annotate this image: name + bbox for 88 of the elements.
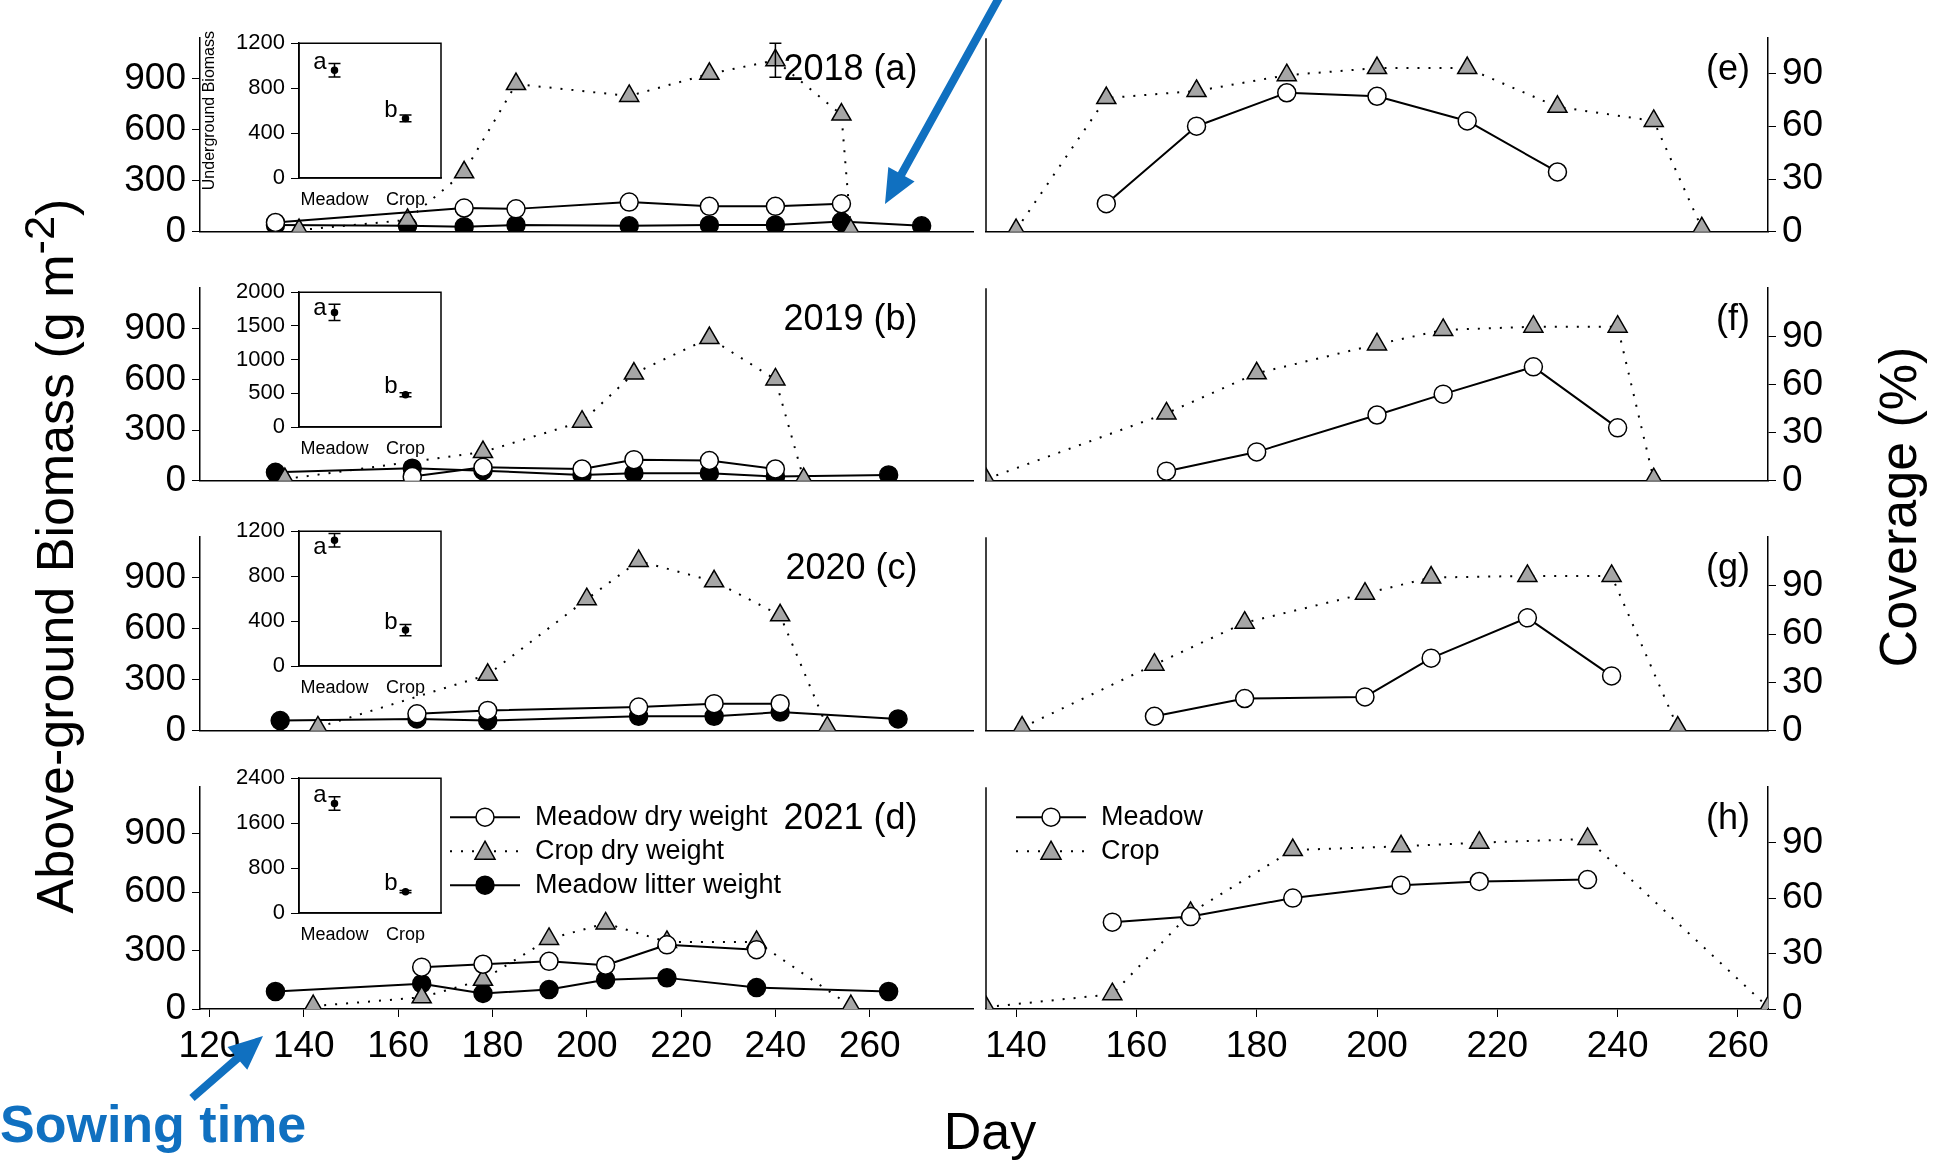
- x-tick-label: 140: [272, 1024, 335, 1066]
- chart-title: 2020 (c): [785, 546, 918, 588]
- y-axis-title: Coverage (%): [1868, 346, 1928, 668]
- y-tick-label: 1200: [236, 517, 285, 543]
- y-tick-label: 90: [1782, 313, 1824, 355]
- y-tick-label: 30: [1782, 156, 1824, 198]
- chart-title: (f): [1716, 297, 1750, 339]
- y-tick-label: 900: [124, 305, 186, 347]
- x-tick-label: 180: [461, 1024, 524, 1066]
- y-tick-label: 600: [124, 356, 186, 398]
- y-tick-label: 90: [1782, 50, 1824, 92]
- y-tick-label: 0: [165, 458, 186, 499]
- y-tick-label: 300: [124, 657, 186, 699]
- y-tick-label: 300: [124, 927, 186, 969]
- annotation: b: [384, 371, 398, 399]
- y-tick-label: 30: [1782, 409, 1824, 451]
- y-tick-label: 400: [248, 607, 285, 633]
- y-tick-label: 0: [165, 708, 186, 749]
- y-tick-label: 60: [1782, 875, 1824, 917]
- legend-label: Meadow litter weight: [535, 868, 782, 899]
- chart-title: 2019 (b): [783, 297, 918, 339]
- annotation: a: [313, 46, 328, 74]
- y-tick-label: 0: [165, 986, 186, 1028]
- chart-title: 2021 (d): [783, 796, 918, 838]
- y-tick-label: 800: [248, 562, 285, 588]
- annotation: a: [313, 292, 328, 320]
- y-tick-label: 1200: [236, 29, 285, 55]
- y-tick-label: 600: [124, 606, 186, 648]
- y-tick-label: 1500: [236, 311, 285, 337]
- y-tick-label: 400: [248, 119, 285, 145]
- legend-label: Crop dry weight: [535, 834, 725, 865]
- y-tick-label: 2400: [236, 764, 285, 790]
- y-tick-label: 800: [248, 854, 285, 880]
- text: Sowing time: [0, 1094, 307, 1154]
- chart-title: 2018 (a): [783, 47, 918, 89]
- x-tick-label: 160: [1105, 1024, 1168, 1066]
- chart-title: (g): [1706, 546, 1750, 588]
- y-tick-label: 30: [1782, 930, 1824, 972]
- x-tick-label: 220: [1466, 1024, 1529, 1066]
- y-tick-label: 60: [1782, 103, 1824, 145]
- annotation: a: [313, 531, 328, 559]
- y-tick-label: 0: [1782, 458, 1803, 499]
- y-tick-label: 900: [124, 555, 186, 597]
- y-tick-label: 300: [124, 158, 186, 200]
- y-tick-label: 0: [272, 899, 285, 925]
- y-tick-label: 0: [165, 209, 186, 250]
- x-tick-label: 200: [1346, 1024, 1408, 1066]
- y-tick-label: 600: [124, 869, 186, 911]
- legend-label: Meadow dry weight: [535, 800, 769, 831]
- x-tick-label: 180: [1225, 1024, 1288, 1066]
- x-axis-title: Day: [943, 1101, 1037, 1161]
- y-tick-label: 0: [1782, 708, 1803, 749]
- annotation: b: [384, 606, 398, 634]
- y-tick-label: 1000: [236, 345, 285, 371]
- y-tick-label: 2000: [236, 278, 285, 304]
- x-tick-label: 240: [1586, 1024, 1649, 1066]
- x-tick-label: 260: [838, 1024, 901, 1066]
- y-tick-label: 60: [1782, 611, 1824, 653]
- y-tick-label: 1600: [236, 809, 285, 835]
- y-tick-label: 600: [124, 107, 186, 149]
- annotation: a: [313, 780, 328, 808]
- chart-title: (h): [1706, 796, 1750, 838]
- y-tick-label: 800: [248, 74, 285, 100]
- legend-label: Meadow: [1101, 800, 1204, 831]
- x-tick-label: 140: [985, 1024, 1047, 1066]
- legend-label: Crop: [1101, 834, 1160, 865]
- x-tick-label: 240: [744, 1024, 807, 1066]
- y-tick-label: 0: [1782, 209, 1803, 250]
- x-tick-label: 260: [1707, 1024, 1769, 1066]
- y-tick-label: 500: [248, 379, 285, 405]
- annotation: b: [384, 868, 398, 896]
- y-tick-label: 90: [1782, 562, 1824, 604]
- x-tick-label: 220: [650, 1024, 712, 1066]
- chart-title: (e): [1706, 47, 1750, 89]
- y-axis-title: Underground Biomass: [200, 31, 218, 191]
- x-tick-label: 200: [555, 1024, 618, 1066]
- y-tick-label: 60: [1782, 361, 1824, 403]
- x-tick-label: 160: [367, 1024, 429, 1066]
- annotation: b: [384, 95, 398, 123]
- y-tick-label: 0: [1782, 986, 1803, 1028]
- y-tick-label: 0: [272, 413, 285, 439]
- y-tick-label: 0: [272, 164, 285, 190]
- y-tick-label: 90: [1782, 819, 1824, 861]
- y-tick-label: 900: [124, 56, 186, 98]
- y-tick-label: 900: [124, 811, 186, 853]
- y-tick-label: 30: [1782, 659, 1824, 701]
- y-tick-label: 0: [272, 652, 285, 678]
- y-tick-label: 300: [124, 407, 186, 449]
